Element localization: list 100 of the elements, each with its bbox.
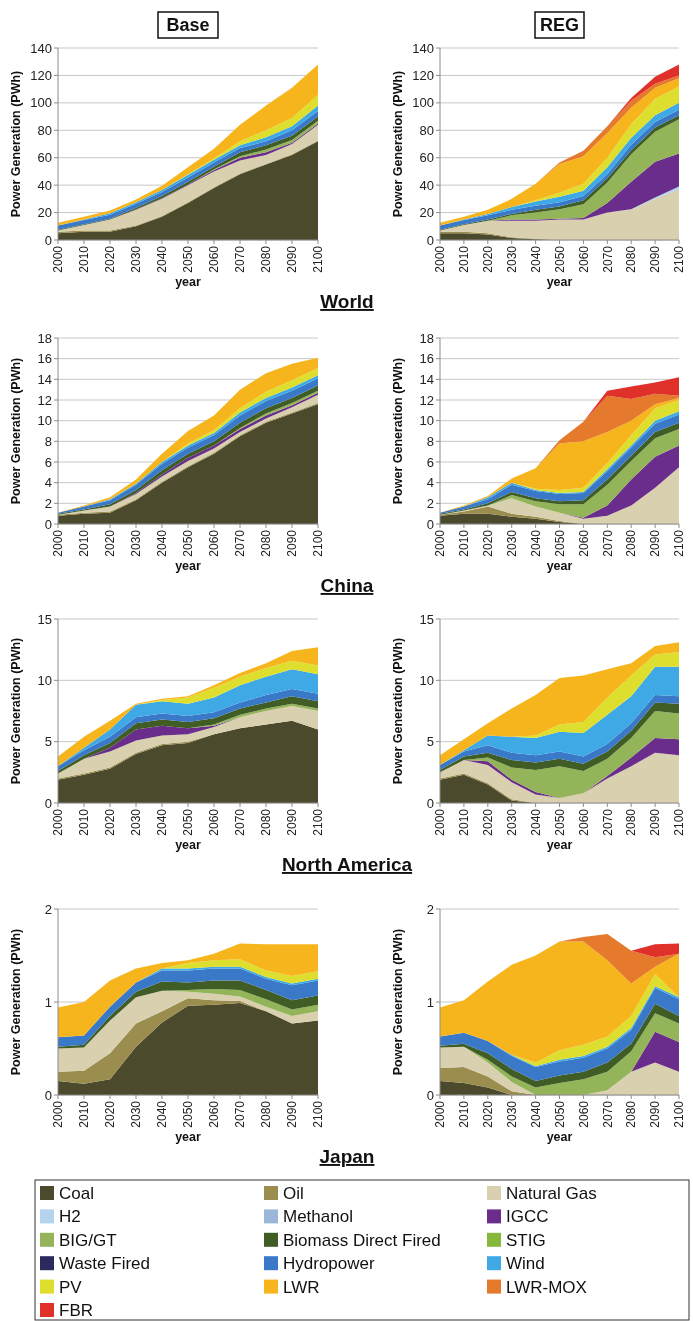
x-tick-label: 2010 — [457, 529, 472, 557]
x-tick-label: 2020 — [481, 1100, 495, 1128]
x-axis-title: year — [175, 1130, 201, 1144]
x-tick-label: 2030 — [129, 808, 144, 836]
y-axis-title: Power Generation (PWh) — [9, 357, 23, 505]
y-axis-title: Power Generation (PWh) — [9, 637, 23, 785]
y-tick-label: 0 — [426, 232, 434, 248]
x-tick-label: 2050 — [181, 245, 196, 273]
y-tick-label: 80 — [37, 122, 52, 138]
y-tick-label: 140 — [412, 40, 434, 56]
legend-label: FBR — [59, 1300, 93, 1320]
x-tick-label: 2030 — [504, 1100, 519, 1128]
x-tick-label: 2060 — [207, 808, 222, 836]
x-tick-label: 2060 — [207, 245, 222, 273]
y-tick-label: 80 — [419, 122, 434, 138]
x-tick-label: 2080 — [624, 245, 639, 273]
x-tick-label: 2080 — [259, 529, 274, 557]
x-tick-label: 2100 — [672, 808, 687, 836]
x-tick-label: 2020 — [103, 1100, 118, 1128]
x-tick-label: 2100 — [311, 245, 326, 273]
y-tick-label: 100 — [30, 95, 52, 111]
x-tick-label: 2060 — [576, 808, 591, 836]
y-tick-label: 8 — [426, 433, 434, 449]
x-tick-label: 2090 — [648, 529, 663, 557]
x-tick-label: 2050 — [552, 529, 567, 557]
x-tick-label: 2010 — [457, 808, 472, 836]
y-tick-label: 20 — [37, 205, 52, 221]
x-tick-label: 2100 — [311, 808, 326, 836]
y-tick-label: 2 — [44, 901, 52, 917]
y-tick-label: 0 — [426, 795, 434, 811]
x-tick-label: 2040 — [528, 808, 543, 836]
legend-label: Oil — [283, 1183, 304, 1203]
x-tick-label: 2090 — [285, 808, 300, 836]
x-tick-label: 2100 — [672, 529, 687, 557]
x-axis-title: year — [175, 559, 201, 573]
y-tick-label: 2 — [426, 901, 434, 917]
x-tick-label: 2070 — [233, 529, 248, 557]
x-tick-label: 2020 — [481, 245, 495, 273]
y-tick-label: 4 — [44, 475, 52, 491]
x-tick-label: 2040 — [528, 1100, 543, 1128]
y-tick-label: 4 — [426, 475, 434, 491]
y-tick-label: 2 — [44, 495, 52, 511]
x-tick-label: 2100 — [672, 245, 687, 273]
x-tick-label: 2000 — [51, 529, 66, 557]
y-tick-label: 0 — [426, 516, 434, 532]
x-tick-label: 2040 — [155, 1100, 170, 1128]
x-tick-label: 2070 — [600, 808, 615, 836]
x-tick-label: 2080 — [624, 808, 639, 836]
x-axis-title: year — [546, 275, 573, 289]
y-tick-label: 8 — [44, 433, 52, 449]
x-tick-label: 2000 — [51, 245, 66, 273]
chart-title: REG — [539, 15, 580, 35]
x-tick-label: 2000 — [433, 1100, 448, 1128]
x-tick-label: 2070 — [233, 808, 248, 836]
y-tick-label: 0 — [44, 795, 52, 811]
y-tick-label: 18 — [37, 330, 52, 346]
legend-label: PV — [59, 1277, 83, 1297]
text: North America — [281, 854, 413, 875]
y-tick-label: 5 — [426, 734, 434, 750]
x-tick-label: 2000 — [433, 529, 448, 557]
text: Japan — [319, 1146, 375, 1167]
text: World — [320, 291, 374, 312]
x-tick-label: 2010 — [77, 808, 92, 836]
x-tick-label: 2040 — [528, 529, 543, 557]
y-tick-label: 15 — [419, 611, 434, 627]
y-tick-label: 120 — [30, 67, 52, 83]
legend-label: Coal — [59, 1183, 94, 1203]
x-tick-label: 2030 — [129, 1100, 144, 1128]
x-tick-label: 2050 — [552, 808, 567, 836]
legend-label: H2 — [59, 1207, 81, 1227]
y-axis-title: Power Generation (PWh) — [391, 637, 405, 785]
x-tick-label: 2090 — [285, 245, 300, 273]
y-tick-label: 14 — [37, 371, 52, 387]
y-tick-label: 0 — [44, 516, 52, 532]
y-tick-label: 2 — [426, 495, 434, 511]
x-axis-title: year — [546, 838, 573, 852]
legend-label: Methanol — [283, 1207, 353, 1227]
legend-label: LWR — [283, 1277, 320, 1297]
x-tick-label: 2010 — [77, 529, 92, 557]
x-tick-label: 2080 — [624, 529, 639, 557]
x-tick-label: 2000 — [433, 808, 448, 836]
y-tick-label: 15 — [37, 611, 52, 627]
x-axis-title: year — [546, 559, 573, 573]
x-tick-label: 2030 — [129, 245, 144, 273]
y-tick-label: 14 — [419, 371, 434, 387]
x-tick-label: 2050 — [181, 808, 196, 836]
x-tick-label: 2080 — [259, 1100, 274, 1128]
legend-label: STIG — [506, 1230, 546, 1250]
y-tick-label: 10 — [419, 413, 434, 429]
legend-label: Waste Fired — [59, 1254, 151, 1274]
x-tick-label: 2090 — [285, 1100, 300, 1128]
x-tick-label: 2070 — [233, 245, 248, 273]
y-tick-label: 60 — [37, 150, 52, 166]
y-axis-title: Power Generation (PWh) — [391, 928, 405, 1076]
x-tick-label: 2070 — [600, 529, 615, 557]
x-tick-label: 2020 — [481, 808, 495, 836]
x-tick-label: 2000 — [433, 245, 448, 273]
x-tick-label: 2050 — [552, 245, 567, 273]
y-tick-label: 18 — [419, 330, 434, 346]
x-tick-label: 2060 — [207, 1100, 222, 1128]
